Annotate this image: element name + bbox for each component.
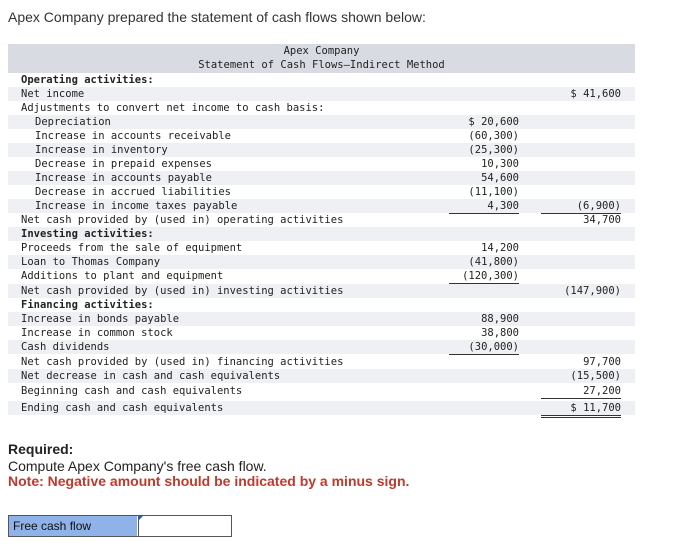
task-text: Compute Apex Company's free cash flow.: [8, 458, 267, 474]
answer-flag-icon: [138, 516, 143, 521]
row-label: Increase in inventory: [35, 144, 168, 156]
table-row: Investing activities:: [8, 227, 635, 241]
row-label: Increase in common stock: [21, 327, 173, 339]
row-total: (6,900): [541, 199, 621, 214]
row-label: Increase in bonds payable: [21, 313, 180, 325]
table-row: Ending cash and cash equivalents $ 11,70…: [8, 401, 635, 418]
row-amount: 38,800: [481, 327, 519, 339]
row-amount: (120,300): [449, 269, 519, 284]
table-row: Increase in common stock 38,800: [8, 326, 635, 340]
company-name: Apex Company: [283, 45, 360, 57]
row-amount: 14,200: [481, 242, 519, 254]
table-row: Additions to plant and equipment (120,30…: [8, 269, 635, 284]
table-row: Operating activities:: [8, 73, 635, 87]
row-label: Proceeds from the sale of equipment: [21, 242, 243, 254]
intro-text: Apex Company prepared the statement of c…: [8, 9, 426, 25]
row-total: 34,700: [583, 214, 621, 226]
row-total: 97,700: [541, 355, 621, 370]
table-row: Net cash provided by (used in) operating…: [8, 213, 635, 227]
row-amount: (11,100): [468, 186, 519, 198]
table-row: Net income $ 41,600: [8, 87, 635, 101]
row-label: Net decrease in cash and cash equivalent…: [21, 370, 281, 382]
row-label: Increase in accounts payable: [35, 172, 213, 184]
row-total: 27,200: [541, 384, 621, 399]
row-total: (147,900): [564, 285, 621, 297]
statement-header: Apex Company Statement of Cash Flows—Ind…: [8, 44, 635, 73]
row-label: Increase in accounts receivable: [35, 130, 231, 142]
table-row: Increase in income taxes payable 4,300 (…: [8, 199, 635, 214]
table-row: Financing activities:: [8, 298, 635, 312]
row-total: $ 41,600: [570, 88, 621, 100]
row-label: Beginning cash and cash equivalents: [21, 385, 243, 397]
required-heading: Required:: [8, 441, 74, 457]
row-amount: (30,000): [449, 340, 519, 355]
row-total: $ 11,700: [541, 401, 621, 418]
row-label: Net cash provided by (used in) investing…: [21, 285, 344, 297]
row-total: (15,500): [570, 370, 621, 382]
cash-flow-statement: Apex Company Statement of Cash Flows—Ind…: [8, 44, 635, 420]
free-cash-flow-input[interactable]: [138, 516, 231, 536]
row-label: Cash dividends: [21, 341, 110, 353]
table-row: Beginning cash and cash equivalents 27,2…: [8, 384, 635, 399]
section-heading-financing: Financing activities:: [21, 299, 154, 311]
table-row: Proceeds from the sale of equipment 14,2…: [8, 241, 635, 255]
table-row: Increase in accounts receivable (60,300): [8, 129, 635, 143]
row-amount: 54,600: [481, 172, 519, 184]
table-row: Increase in accounts payable 54,600: [8, 171, 635, 185]
row-amount: $ 20,600: [468, 116, 519, 128]
table-row: Cash dividends (30,000): [8, 340, 635, 355]
row-label: Decrease in prepaid expenses: [35, 158, 213, 170]
statement-title: Statement of Cash Flows—Indirect Method: [198, 59, 445, 71]
section-heading-operating: Operating activities:: [21, 74, 154, 86]
row-label: Adjustments to convert net income to cas…: [21, 102, 325, 114]
row-amount: 88,900: [481, 313, 519, 325]
table-row: Net cash provided by (used in) investing…: [8, 284, 635, 298]
table-row: Depreciation $ 20,600: [8, 115, 635, 129]
row-amount: (60,300): [468, 130, 519, 142]
table-row: Increase in inventory (25,300): [8, 143, 635, 157]
section-heading-investing: Investing activities:: [21, 228, 154, 240]
table-row: Increase in bonds payable 88,900: [8, 312, 635, 326]
table-row: Net cash provided by (used in) financing…: [8, 355, 635, 370]
row-label: Net cash provided by (used in) operating…: [21, 214, 344, 226]
row-amount: 4,300: [449, 199, 519, 214]
row-amount: 10,300: [481, 158, 519, 170]
free-cash-flow-label: Free cash flow: [9, 516, 137, 536]
row-amount: (41,800): [468, 256, 519, 268]
note-text: Note: Negative amount should be indicate…: [8, 473, 410, 489]
row-amount: (25,300): [468, 144, 519, 156]
row-label: Additions to plant and equipment: [21, 270, 224, 282]
row-label: Loan to Thomas Company: [21, 256, 161, 268]
free-cash-flow-answer-row: Free cash flow: [8, 515, 232, 537]
table-row: Decrease in prepaid expenses 10,300: [8, 157, 635, 171]
row-label: Decrease in accrued liabilities: [35, 186, 231, 198]
row-label: Increase in income taxes payable: [35, 200, 238, 212]
row-label: Ending cash and cash equivalents: [21, 402, 224, 414]
row-label: Net cash provided by (used in) financing…: [21, 356, 344, 368]
table-row: Net decrease in cash and cash equivalent…: [8, 369, 635, 383]
table-row: Decrease in accrued liabilities (11,100): [8, 185, 635, 199]
row-label: Depreciation: [35, 116, 111, 128]
table-row: Adjustments to convert net income to cas…: [8, 101, 635, 115]
row-label: Net income: [21, 88, 85, 100]
table-row: Loan to Thomas Company (41,800): [8, 255, 635, 269]
